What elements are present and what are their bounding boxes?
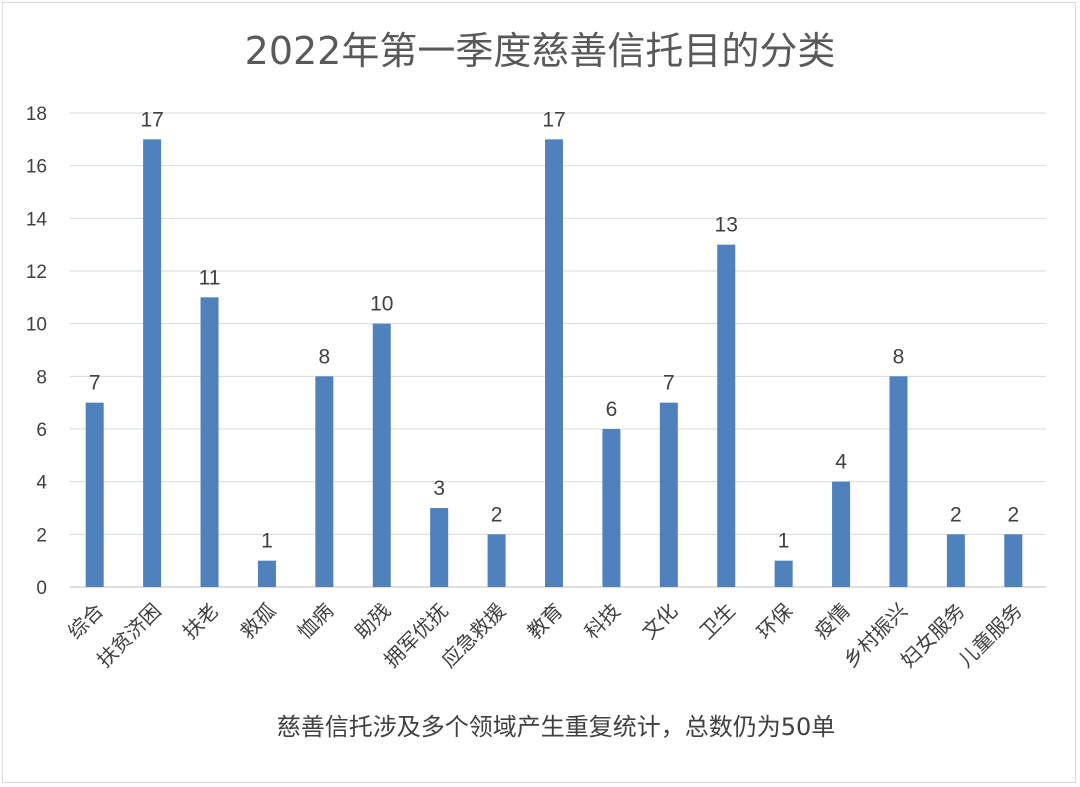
- x-tick-label: 儿童服务: [953, 599, 1027, 673]
- bar: [143, 139, 162, 588]
- y-tick-label: 18: [26, 104, 47, 125]
- x-tick-label: 疫情: [809, 599, 854, 644]
- y-tick-label: 0: [36, 578, 47, 599]
- bar: [1004, 534, 1023, 587]
- data-label: 2: [950, 503, 962, 526]
- y-tick-label: 4: [36, 473, 47, 494]
- y-tick-label: 6: [36, 420, 47, 441]
- bar: [889, 376, 908, 587]
- chart-title: 2022年第一季度慈善信托目的分类: [245, 29, 836, 73]
- bar: [200, 297, 219, 587]
- data-label: 7: [663, 372, 675, 395]
- data-label: 1: [261, 530, 273, 553]
- x-tick-label: 助残: [350, 599, 395, 644]
- x-tick-label: 救孤: [235, 599, 280, 644]
- bar: [602, 429, 621, 587]
- data-label: 6: [606, 398, 618, 421]
- data-label: 2: [491, 503, 503, 526]
- bar: [430, 508, 449, 587]
- x-tick-label: 恤病: [293, 599, 338, 644]
- y-axis-ticks: 0 2 4 6 8 10 12 14 16 18: [26, 104, 48, 599]
- data-label: 17: [140, 108, 163, 131]
- y-tick-label: 12: [26, 262, 47, 283]
- data-label: 3: [433, 477, 445, 500]
- bar: [545, 139, 563, 588]
- bar: [659, 402, 678, 587]
- y-tick-label: 10: [26, 315, 47, 336]
- y-tick-label: 14: [26, 209, 48, 230]
- bar: [372, 323, 391, 587]
- bars: [85, 139, 1023, 588]
- data-label: 11: [199, 266, 221, 289]
- x-tick-label: 扶贫济困: [92, 599, 166, 673]
- bar: [946, 534, 965, 587]
- data-label: 8: [893, 345, 905, 368]
- data-label: 7: [89, 372, 101, 395]
- x-tick-label: 扶老: [178, 599, 223, 644]
- bar: [257, 560, 276, 587]
- data-label: 17: [542, 108, 565, 131]
- x-tick-label: 环保: [752, 599, 797, 644]
- x-tick-label: 教育: [522, 599, 567, 644]
- x-tick-label: 文化: [637, 599, 682, 644]
- y-tick-label: 16: [26, 157, 47, 178]
- data-label: 4: [835, 451, 847, 474]
- y-tick-label: 2: [36, 525, 47, 546]
- x-tick-label: 科技: [580, 599, 625, 644]
- bar: [487, 534, 506, 587]
- data-label: 13: [715, 214, 738, 237]
- x-tick-label: 综合: [63, 599, 108, 644]
- bar: [717, 244, 736, 587]
- y-tick-label: 8: [36, 367, 47, 388]
- data-label: 1: [778, 530, 790, 553]
- x-tick-label: 应急救援: [437, 599, 511, 673]
- bar: [774, 560, 793, 587]
- bar: [832, 481, 851, 587]
- data-label: 8: [319, 345, 331, 368]
- data-label: 2: [1007, 503, 1019, 526]
- chart-footnote: 慈善信托涉及多个领域产生重复统计，总数仍为50单: [277, 713, 836, 741]
- bar: [85, 402, 104, 587]
- bar: [315, 376, 334, 587]
- x-tick-label: 卫生: [695, 599, 740, 644]
- data-label: 10: [370, 293, 393, 316]
